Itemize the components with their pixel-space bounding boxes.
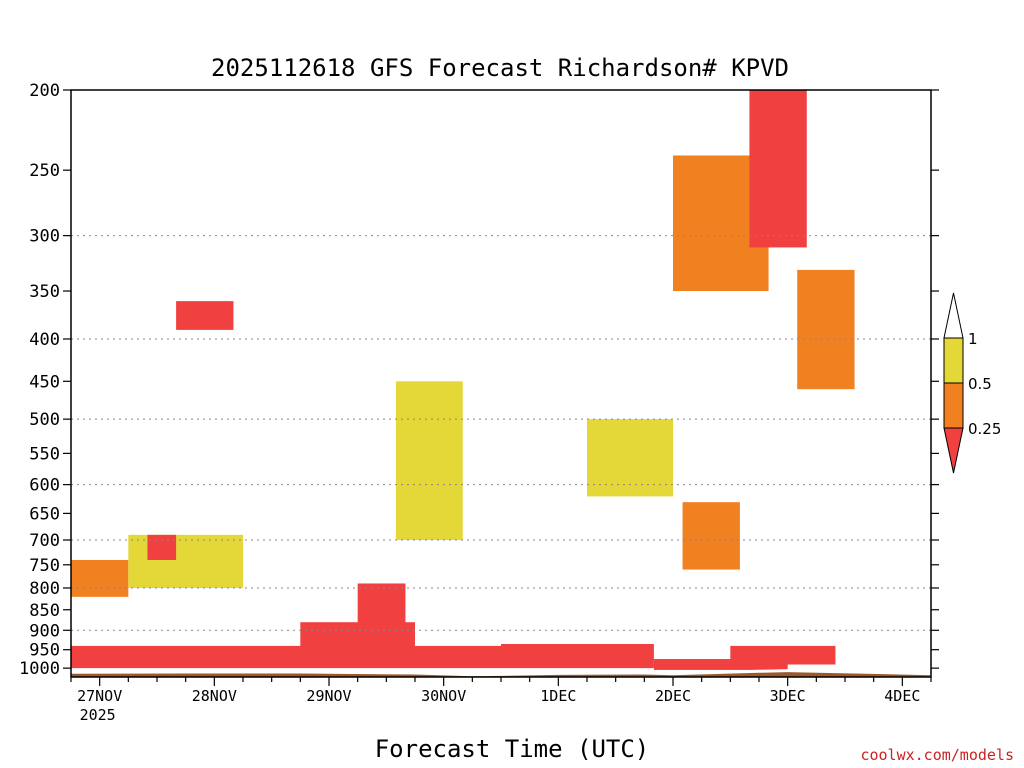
y-tick-label-950: 950: [29, 641, 60, 661]
ri-region-8: [147, 534, 177, 560]
y-tick-label-900: 900: [29, 621, 60, 641]
y-tick-label-550: 550: [29, 444, 60, 464]
ri-region-4: [653, 659, 788, 670]
ri-region-6: [71, 559, 129, 597]
x-tick-label-3DEC: 3DEC: [770, 687, 806, 705]
colorbar-label-0.5: 0.5: [968, 375, 992, 393]
x-tick-label-29NOV: 29NOV: [306, 687, 351, 705]
colorbar-legend: 0.25 0.5 1: [943, 292, 1001, 474]
credit-link[interactable]: coolwx.com/models: [860, 746, 1014, 764]
ri-region-12: [797, 269, 855, 390]
y-tick-label-400: 400: [29, 330, 60, 350]
ri-region-11: [749, 90, 807, 248]
y-tick-label-850: 850: [29, 601, 60, 621]
y-tick-label-750: 750: [29, 556, 60, 576]
colorbar-label-0.25: 0.25: [968, 420, 1001, 438]
x-tick-label-1DEC: 1DEC: [540, 687, 576, 705]
x-tick-label-30NOV: 30NOV: [421, 687, 466, 705]
plot-area: [71, 90, 855, 670]
colorbar-label-1: 1: [968, 330, 978, 348]
y-tick-label-200: 200: [29, 81, 60, 101]
x-axis-label: Forecast Time (UTC): [375, 735, 650, 763]
y-tick-label-600: 600: [29, 476, 60, 496]
x-tick-label-27NOV: 27NOV: [77, 687, 122, 705]
ri-region-0: [71, 645, 501, 669]
y-tick-label-700: 700: [29, 531, 60, 551]
y-axis: 200 250 300 350 400 450 500 550 600 650 700 750 8008…: [19, 81, 939, 679]
ri-region-2: [357, 583, 406, 631]
y-tick-label-800: 800: [29, 579, 60, 599]
y-tick-label-350: 350: [29, 282, 60, 302]
x-tick-sublabel: 2025: [80, 706, 116, 724]
ri-region-3: [501, 643, 654, 669]
x-tick-label-2DEC: 2DEC: [655, 687, 691, 705]
colorbar-swatch-gt1: [943, 292, 964, 339]
x-tick-label-4DEC: 4DEC: [884, 687, 920, 705]
surface-layer: [70, 669, 932, 677]
ri-region-5: [730, 645, 836, 665]
x-tick-label-28NOV: 28NOV: [192, 687, 237, 705]
y-tick-label-450: 450: [29, 372, 60, 392]
y-tick-label-650: 650: [29, 504, 60, 524]
chart-title: 2025112618 GFS Forecast Richardson# KPVD: [211, 54, 789, 82]
surface-line: [70, 669, 932, 676]
colorbar-swatch-lt0.25: [943, 427, 964, 474]
y-tick-label-250: 250: [29, 161, 60, 181]
y-tick-label-300: 300: [29, 227, 60, 247]
ri-region-14: [682, 502, 740, 570]
surface-terrain: [71, 672, 931, 677]
ri-region-9: [176, 301, 234, 330]
colorbar-swatch-0.25-0.5: [943, 382, 964, 429]
colorbar-swatch-0.5-1: [943, 337, 964, 384]
ri-region-13: [587, 419, 673, 497]
ri-region-15: [395, 381, 463, 541]
y-tick-label-1000: 1000: [19, 659, 60, 679]
y-tick-label-500: 500: [29, 410, 60, 430]
ri-region-7: [128, 534, 243, 588]
